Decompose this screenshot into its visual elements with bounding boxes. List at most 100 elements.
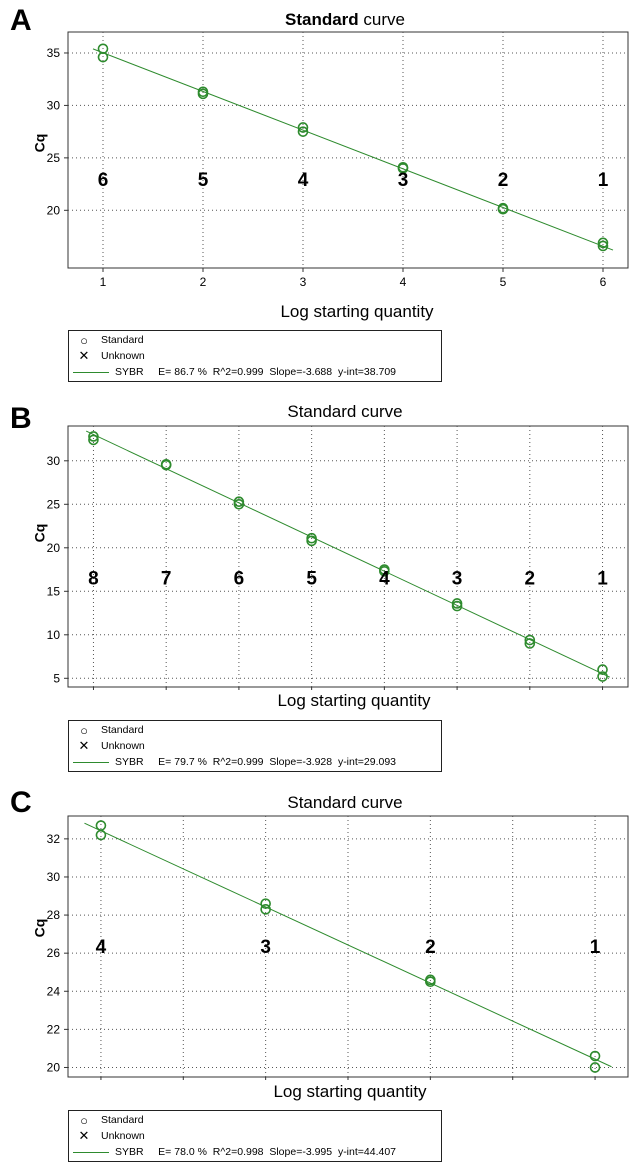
data-point (197, 88, 209, 100)
legend: ○ Standard ✕ Unknown SYBR E= 78.0 % R^2=0.… (68, 1110, 442, 1162)
fit-line-icon (73, 761, 109, 763)
panel-b: B Standard curve Cq -1012345651015202530… (0, 390, 642, 780)
dilution-label: 6 (98, 170, 109, 191)
y-tick-label: 35 (47, 46, 61, 60)
y-tick-label: 25 (47, 497, 61, 511)
legend: ○ Standard ✕ Unknown SYBR E= 79.7 % R^2=0.… (68, 720, 442, 772)
x-axis-label: Log starting quantity (280, 302, 434, 321)
legend: ○ Standard ✕ Unknown SYBR E= 86.7 % R^2=0.… (68, 330, 442, 382)
circle-marker-icon: ○ (80, 1112, 88, 1128)
chart-title: Standard curve (287, 793, 402, 813)
circle-marker-icon: ○ (80, 722, 88, 738)
fit-line (84, 822, 612, 1068)
chart-svg: 1 2 3 4 5 6 20 25 30 35 6 5 4 3 2 1 (47, 31, 629, 289)
legend-item-standard: ○ Standard (73, 332, 144, 348)
plot-area (67, 815, 629, 1078)
data-point (524, 634, 536, 646)
dilution-label: 8 (88, 568, 99, 589)
fit-line (85, 430, 611, 678)
y-tick-label: 30 (47, 98, 61, 112)
cross-marker-icon: ✕ (78, 348, 90, 363)
data-point (297, 126, 309, 137)
y-tick-label: 10 (47, 628, 61, 642)
data-point (597, 240, 609, 252)
dilution-label: 3 (452, 568, 463, 589)
dilution-label: 1 (598, 170, 609, 191)
chart-title-rest: Standard curve (287, 793, 403, 812)
data-point (379, 565, 390, 577)
chart-svg: 3.03.54.04.55.05.56.0202224262830324321 (47, 815, 629, 1080)
data-point (97, 51, 109, 63)
data-point (397, 163, 409, 174)
data-point (589, 1050, 601, 1062)
x-axis-label: Log starting quantity (277, 691, 431, 710)
dilution-label: 7 (161, 568, 172, 589)
chart-title-bold: Standard (285, 10, 359, 29)
cross-marker-icon: ✕ (78, 738, 90, 753)
plot-area (67, 425, 629, 688)
y-tick-label: 30 (47, 454, 61, 468)
chart-title-rest: Standard curve (287, 402, 403, 421)
legend-item-fit: SYBR E= 86.7 % R^2=0.999 Slope=-3.688 y-… (73, 364, 396, 380)
data-point (524, 638, 536, 649)
circle-marker-icon: ○ (80, 332, 88, 348)
panel-letter: C (10, 786, 32, 819)
fit-line-icon (73, 1151, 109, 1153)
dilution-label: 4 (96, 937, 107, 958)
x-tick-label: 6 (600, 275, 607, 289)
chart-title: Standard curve (285, 10, 405, 30)
fit-line (92, 48, 614, 251)
dilution-label: 3 (260, 937, 271, 958)
data-point (88, 431, 99, 442)
dilution-label: 3 (398, 170, 409, 191)
x-tick-label: 1 (100, 275, 107, 289)
x-tick-label: 3 (300, 275, 307, 289)
y-tick-label: 20 (47, 541, 61, 555)
y-tick-label: 25 (47, 151, 61, 165)
data-point (425, 976, 436, 988)
legend-item-unknown: ✕ Unknown (73, 738, 145, 754)
data-point (597, 237, 609, 249)
y-tick-label: 20 (47, 1060, 61, 1074)
data-point (260, 898, 271, 909)
data-point (497, 203, 509, 215)
chart-title-rest: curve (358, 10, 405, 29)
x-axis-label: Log starting quantity (273, 1082, 427, 1101)
y-tick-label: 32 (47, 832, 61, 846)
dilution-label: 4 (298, 170, 309, 191)
x-tick-label: 2 (200, 275, 207, 289)
x-tick-label: 5 (500, 275, 507, 289)
y-tick-label: 30 (47, 870, 61, 884)
y-tick-label: 28 (47, 908, 61, 922)
data-point (597, 664, 608, 675)
y-tick-label: 20 (47, 203, 61, 217)
data-point (451, 600, 463, 612)
legend-item-standard: ○ Standard (73, 722, 144, 738)
data-point (297, 122, 309, 133)
chart-title: Standard curve (287, 402, 402, 422)
dilution-label: 6 (234, 568, 245, 589)
data-point (260, 904, 271, 915)
legend-item-unknown: ✕ Unknown (73, 1128, 145, 1144)
dilution-label: 4 (379, 568, 390, 589)
data-point (589, 1062, 601, 1073)
data-point (160, 459, 172, 471)
y-tick-label: 26 (47, 946, 61, 960)
legend-item-fit: SYBR E= 78.0 % R^2=0.998 Slope=-3.995 y-… (73, 1144, 396, 1160)
data-point (597, 671, 608, 682)
data-point (88, 434, 99, 446)
panel-c: C Standard curve Cq 3.03.54.04.55.05.56.… (0, 780, 642, 1165)
chart-svg: -101234565101520253087654321 (47, 425, 629, 690)
dilution-label: 2 (425, 937, 436, 958)
y-tick-label: 24 (47, 984, 61, 998)
data-point (95, 829, 107, 841)
panel-letter: B (10, 402, 32, 435)
fit-line-icon (73, 371, 109, 373)
dilution-label: 1 (597, 568, 608, 589)
y-tick-label: 15 (47, 584, 61, 598)
y-tick-label: 22 (47, 1022, 61, 1036)
data-point (306, 535, 317, 547)
y-tick-label: 5 (53, 671, 60, 685)
cross-marker-icon: ✕ (78, 1128, 90, 1143)
dilution-label: 2 (525, 568, 536, 589)
